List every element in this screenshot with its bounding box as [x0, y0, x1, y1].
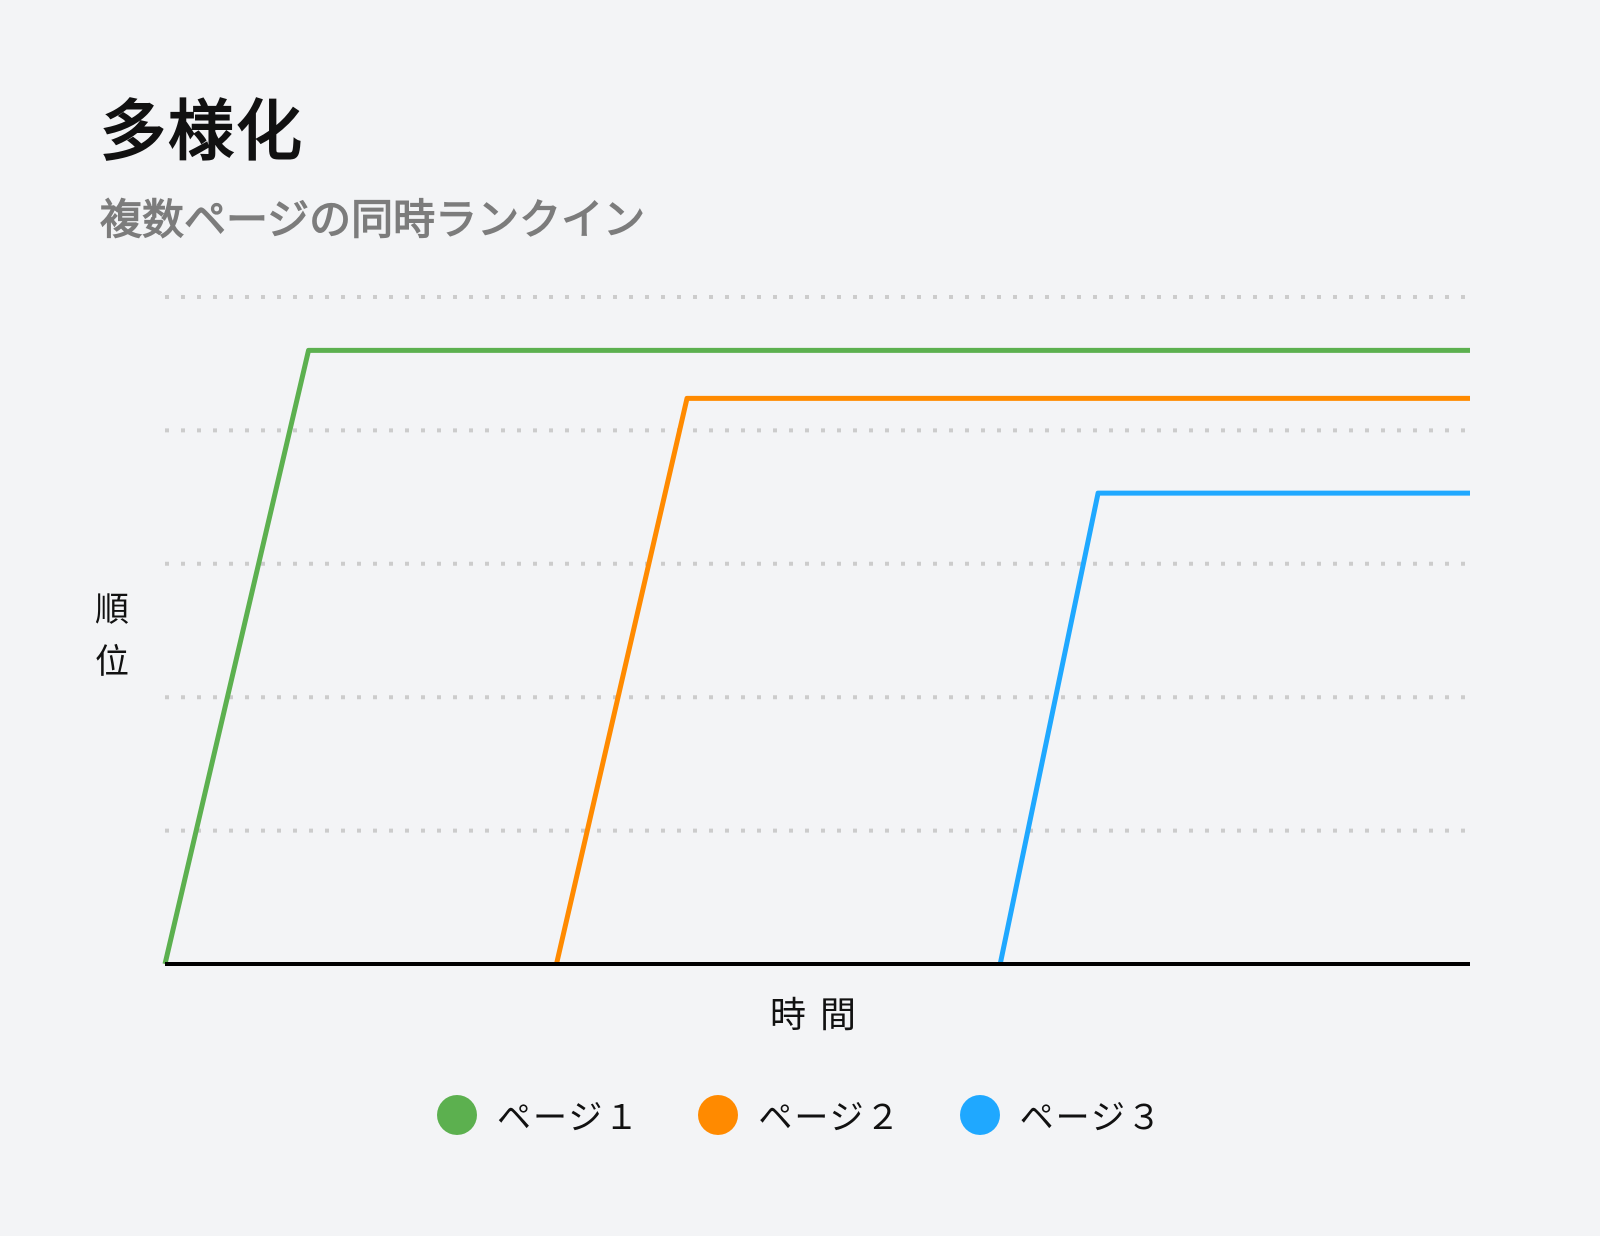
legend-item-page-3: ページ３ [959, 1090, 1163, 1139]
series-lines [162, 347, 1470, 965]
chart-subtitle: 複数ページの同時ランクイン [100, 195, 646, 244]
y-axis-label-char: 順 [95, 590, 129, 630]
y-axis-label: 順 位 [92, 584, 132, 688]
chart-title: 多様化 [100, 93, 304, 170]
legend-swatch-icon [959, 1094, 1000, 1135]
series-line-page-2 [554, 395, 1470, 965]
legend-item-page-1: ページ１ [437, 1090, 640, 1139]
legend-label: ページ３ [1019, 1098, 1163, 1138]
gridlines [165, 295, 1470, 833]
series-line-page-3 [997, 490, 1470, 965]
legend-label: ページ１ [497, 1098, 641, 1138]
legend: ページ１ ページ２ ページ３ [0, 1090, 1600, 1139]
legend-label: ページ２ [758, 1098, 902, 1138]
series-line-page-1 [162, 347, 1470, 965]
legend-swatch-icon [698, 1094, 739, 1135]
x-axis-label: 時間 [770, 995, 871, 1036]
legend-item-page-2: ページ２ [698, 1090, 901, 1139]
legend-swatch-icon [437, 1094, 477, 1135]
y-axis-label-char: 位 [95, 642, 129, 682]
